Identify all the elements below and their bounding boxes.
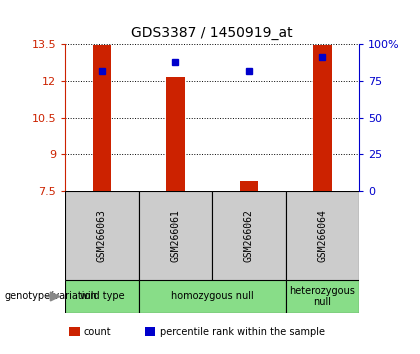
- Bar: [65, 280, 139, 313]
- Bar: [286, 280, 359, 313]
- Text: GSM266062: GSM266062: [244, 209, 254, 262]
- Text: wild type: wild type: [79, 291, 124, 302]
- Text: GSM266061: GSM266061: [171, 209, 180, 262]
- Title: GDS3387 / 1450919_at: GDS3387 / 1450919_at: [131, 27, 293, 40]
- Text: GSM266063: GSM266063: [97, 209, 107, 262]
- Text: genotype/variation: genotype/variation: [4, 291, 97, 302]
- Bar: [166, 77, 184, 191]
- Bar: [240, 181, 258, 191]
- Bar: [65, 191, 139, 280]
- Text: heterozygous
null: heterozygous null: [289, 286, 355, 307]
- Bar: [139, 191, 212, 280]
- Bar: [313, 45, 331, 191]
- Bar: [93, 45, 111, 191]
- Text: homozygous null: homozygous null: [171, 291, 254, 302]
- Bar: [286, 191, 359, 280]
- Text: GSM266064: GSM266064: [318, 209, 327, 262]
- Bar: [212, 191, 286, 280]
- Text: count: count: [84, 327, 112, 337]
- Bar: [139, 280, 286, 313]
- Text: percentile rank within the sample: percentile rank within the sample: [160, 327, 325, 337]
